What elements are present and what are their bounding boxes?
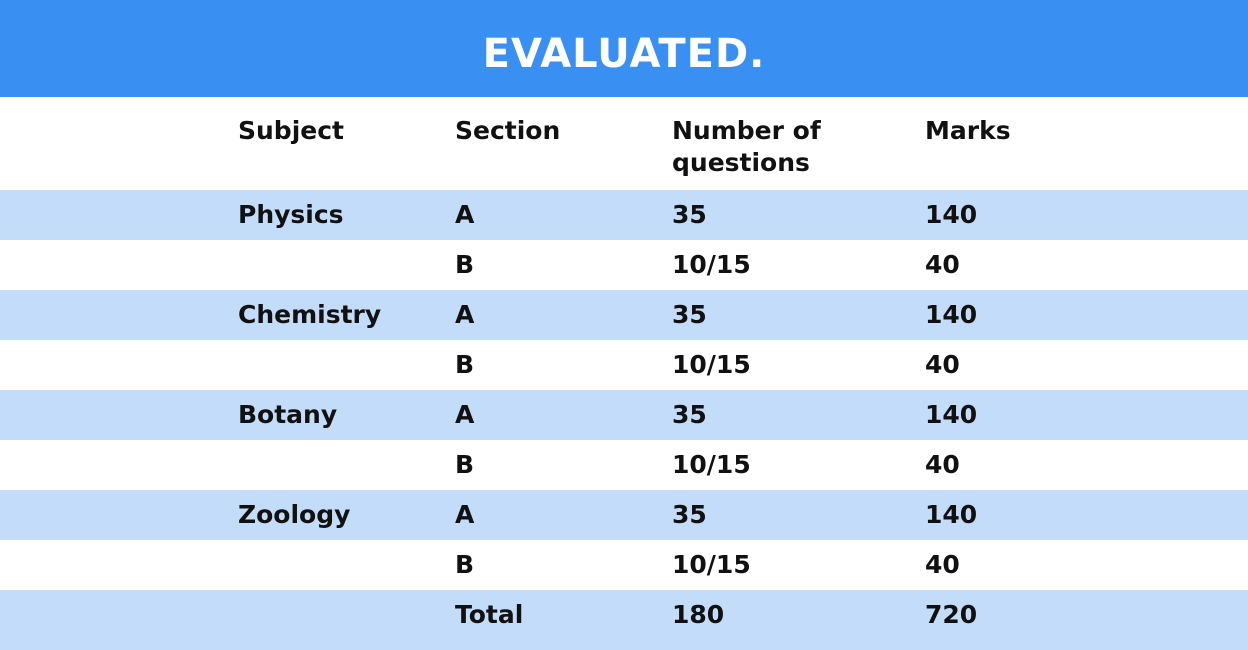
questions-cell: 10/15 <box>672 550 751 579</box>
table-row: Physics A 35 140 <box>0 190 1248 240</box>
marks-cell: 40 <box>925 250 960 279</box>
table-row: Botany A 35 140 <box>0 390 1248 440</box>
title-banner: EVALUATED. <box>0 0 1248 97</box>
table-header-row: Subject Section Number of questions Mark… <box>0 97 1248 190</box>
questions-cell: 35 <box>672 200 707 229</box>
total-label: Total <box>455 600 524 629</box>
header-section: Section <box>455 116 561 145</box>
header-marks: Marks <box>925 116 1011 145</box>
table-row: Chemistry A 35 140 <box>0 290 1248 340</box>
questions-cell: 35 <box>672 300 707 329</box>
marks-cell: 40 <box>925 450 960 479</box>
questions-cell: 35 <box>672 500 707 529</box>
table-row: B 10/15 40 <box>0 540 1248 590</box>
subject-cell: Chemistry <box>238 300 382 329</box>
table-row: Zoology A 35 140 <box>0 490 1248 540</box>
table-row: B 10/15 40 <box>0 440 1248 490</box>
marks-cell: 140 <box>925 400 978 429</box>
questions-cell: 35 <box>672 400 707 429</box>
subject-cell: Botany <box>238 400 338 429</box>
total-questions: 180 <box>672 600 725 629</box>
subject-cell: Zoology <box>238 500 351 529</box>
section-cell: B <box>455 550 475 579</box>
section-cell: B <box>455 250 475 279</box>
marks-cell: 40 <box>925 350 960 379</box>
questions-cell: 10/15 <box>672 250 751 279</box>
header-subject: Subject <box>238 116 344 145</box>
table-row: B 10/15 40 <box>0 340 1248 390</box>
total-marks: 720 <box>925 600 978 629</box>
table-total-row: Total 180 720 <box>0 590 1248 650</box>
marks-cell: 140 <box>925 500 978 529</box>
page-title: EVALUATED. <box>482 30 766 77</box>
section-cell: B <box>455 450 475 479</box>
section-cell: A <box>455 500 475 529</box>
marks-cell: 140 <box>925 200 978 229</box>
marks-cell: 140 <box>925 300 978 329</box>
section-cell: A <box>455 200 475 229</box>
section-cell: A <box>455 400 475 429</box>
subject-cell: Physics <box>238 200 344 229</box>
section-cell: B <box>455 350 475 379</box>
table-row: B 10/15 40 <box>0 240 1248 290</box>
questions-cell: 10/15 <box>672 350 751 379</box>
questions-cell: 10/15 <box>672 450 751 479</box>
header-number-of-questions: Number of questions <box>672 116 821 177</box>
marks-cell: 40 <box>925 550 960 579</box>
section-cell: A <box>455 300 475 329</box>
